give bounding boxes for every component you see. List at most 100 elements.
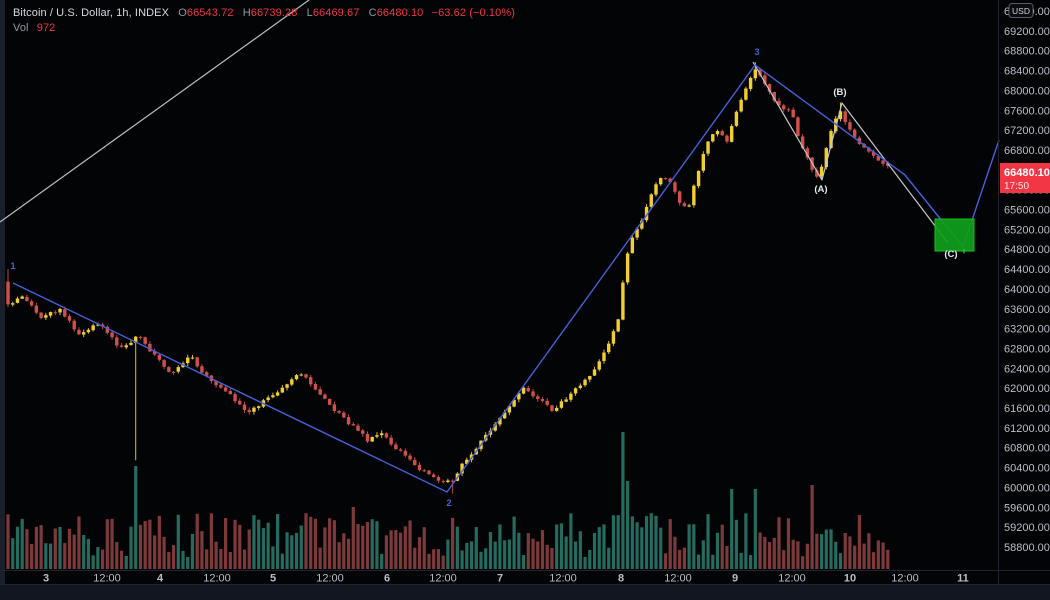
volume-bar bbox=[446, 539, 450, 569]
volume-bar bbox=[328, 518, 332, 569]
candle-up bbox=[86, 329, 91, 333]
price-tick: 65600.00 bbox=[1004, 205, 1050, 217]
candle-down bbox=[327, 398, 332, 405]
volume-bar bbox=[242, 549, 247, 569]
volume-bar bbox=[744, 513, 748, 569]
candle-up bbox=[616, 319, 620, 332]
candle-down bbox=[545, 400, 549, 405]
wave-label-(C)[interactable]: (C) bbox=[944, 249, 957, 260]
price-tick: 61600.00 bbox=[1004, 403, 1050, 415]
volume-bar bbox=[304, 513, 308, 569]
volume-bar bbox=[796, 541, 800, 569]
candle-up bbox=[124, 345, 128, 348]
volume-bar bbox=[370, 519, 374, 569]
candle-down bbox=[204, 372, 209, 376]
volume-bar bbox=[384, 535, 388, 569]
volume-bar bbox=[153, 535, 157, 569]
bar-countdown: 17:50 bbox=[1004, 181, 1029, 192]
price-tick: 66800.00 bbox=[1004, 145, 1050, 157]
volume-bar bbox=[44, 543, 48, 569]
wave-label-2[interactable]: 2 bbox=[446, 498, 451, 509]
volume-bar bbox=[507, 539, 511, 569]
volume-bar bbox=[469, 541, 474, 569]
time-tick: 10 bbox=[844, 573, 856, 585]
wave-label-1[interactable]: 1 bbox=[10, 261, 16, 272]
volume-bar bbox=[711, 554, 715, 569]
candle-up bbox=[266, 397, 270, 400]
candle-up bbox=[507, 406, 512, 413]
candle-up bbox=[715, 131, 720, 135]
candle-up bbox=[379, 433, 384, 436]
candle-down bbox=[25, 296, 29, 302]
candle-down bbox=[332, 404, 337, 411]
volume-bar bbox=[588, 550, 592, 569]
low-value: 66469.67 bbox=[312, 7, 360, 19]
candle-up bbox=[294, 375, 299, 380]
volume-bar bbox=[15, 526, 20, 569]
candle-up bbox=[569, 393, 573, 400]
volume-bar bbox=[862, 543, 866, 569]
volume-bar bbox=[11, 538, 15, 569]
trendline-white-abc-zigzag[interactable] bbox=[752, 61, 949, 244]
volume-bar bbox=[342, 533, 346, 569]
volume-bar bbox=[791, 539, 795, 569]
wave-label-+[interactable]: + bbox=[961, 246, 967, 257]
candle-down bbox=[791, 109, 795, 118]
candle-down bbox=[720, 131, 724, 136]
candle-up bbox=[640, 220, 644, 229]
volume-bar bbox=[758, 532, 762, 569]
target-box-drawing[interactable] bbox=[934, 218, 975, 252]
volume-bar bbox=[692, 524, 696, 569]
candle-up bbox=[838, 111, 843, 120]
time-axis[interactable]: 3 12:00 4 12:00 5 12:00 6 12:00 7 12:00 8 12:00 9 12:… bbox=[43, 573, 969, 585]
volume-bar bbox=[555, 524, 559, 569]
candle-up bbox=[512, 399, 516, 407]
candle-up bbox=[819, 166, 824, 177]
wave-label-(B)[interactable]: (B) bbox=[833, 87, 846, 98]
volume-bar bbox=[143, 521, 147, 569]
volume-bar bbox=[626, 481, 630, 569]
volume-bar bbox=[479, 551, 483, 569]
candle-down bbox=[526, 387, 530, 392]
candle-down bbox=[247, 409, 251, 413]
price-tick: 59200.00 bbox=[1004, 522, 1050, 534]
candle-up bbox=[729, 126, 734, 142]
candle-up bbox=[706, 141, 710, 154]
volume-bar bbox=[678, 549, 682, 569]
trendline-white-channel-line[interactable] bbox=[0, 0, 310, 223]
volume-bar bbox=[673, 536, 677, 569]
candle-down bbox=[441, 481, 445, 483]
wave-label-(A)[interactable]: (A) bbox=[814, 184, 827, 195]
time-tick: 7 bbox=[497, 573, 503, 585]
candle-down bbox=[337, 411, 341, 413]
volume-bar bbox=[299, 525, 303, 569]
volume-label[interactable]: Vol bbox=[13, 22, 29, 34]
high-label: H bbox=[242, 7, 251, 19]
candle-up bbox=[285, 384, 289, 388]
candle-down bbox=[663, 178, 668, 180]
volume-bar bbox=[205, 549, 209, 569]
symbol-title[interactable]: Bitcoin / U.S. Dollar, 1h, INDEX bbox=[13, 7, 170, 19]
legend-line-2: Vol 972 bbox=[13, 21, 515, 36]
usd-button-label[interactable]: USD bbox=[1012, 6, 1030, 16]
last-price-label: 66480.10 17:50 bbox=[1000, 163, 1050, 193]
volume-bar bbox=[214, 541, 218, 569]
wave-label-3[interactable]: 3 bbox=[754, 47, 759, 58]
candle-down bbox=[531, 391, 535, 397]
wave-labels[interactable]: 1 2 3 (A) (B) (C) + bbox=[10, 47, 967, 509]
volume-bar bbox=[521, 555, 526, 569]
candle-down bbox=[356, 425, 360, 431]
volume-bar bbox=[181, 550, 185, 569]
currency-unit-button[interactable]: USD bbox=[1008, 3, 1034, 18]
price-tick: 63200.00 bbox=[1004, 324, 1050, 336]
volume-bar bbox=[536, 541, 540, 569]
price-tick: 62000.00 bbox=[1004, 383, 1050, 395]
volume-bar bbox=[261, 528, 266, 569]
volume-bar bbox=[271, 546, 275, 569]
price-tick: 63600.00 bbox=[1004, 304, 1050, 316]
candle-down bbox=[34, 305, 39, 313]
volume-bar bbox=[545, 544, 549, 569]
candle-down bbox=[417, 464, 422, 471]
candle-up bbox=[48, 312, 53, 316]
